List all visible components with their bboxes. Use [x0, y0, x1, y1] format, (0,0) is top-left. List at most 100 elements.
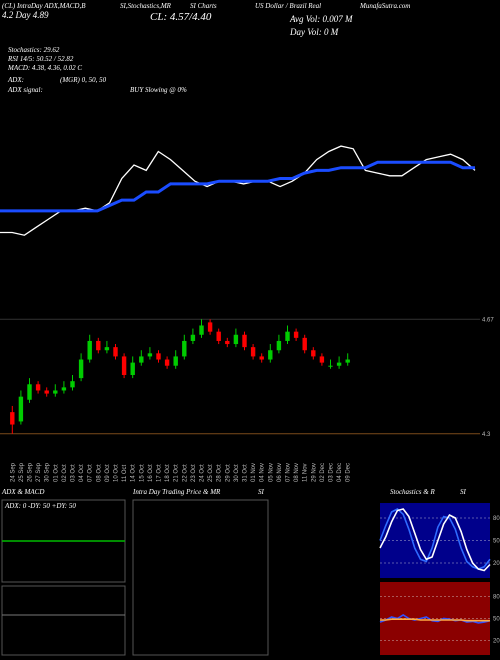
- y-tick-label: 80: [493, 516, 500, 522]
- candle-body: [70, 381, 75, 388]
- panel-title: SI: [258, 488, 265, 496]
- x-tick-label: 09 Dec: [346, 463, 352, 482]
- x-tick-label: 08 Nov: [294, 463, 300, 482]
- y-tick-label: 4.3: [482, 432, 491, 438]
- stat: RSI 14/5: 50.52 / 52.82: [7, 55, 74, 63]
- candle-body: [104, 347, 110, 351]
- x-tick-label: 24 Oct: [200, 464, 206, 482]
- panel-title: Intra Day Trading Price & MR: [132, 488, 221, 496]
- candle-body: [156, 353, 161, 360]
- x-tick-label: 02 Dec: [320, 463, 326, 482]
- x-tick-label: 11 Nov: [303, 463, 309, 482]
- x-tick-label: 30 Oct: [234, 464, 240, 482]
- panel-frame: [132, 499, 269, 656]
- series-line: [0, 160, 475, 213]
- candle-body: [87, 340, 92, 360]
- candle-body: [10, 412, 15, 425]
- candle-body: [233, 334, 239, 345]
- x-tick-label: 22 Oct: [182, 464, 188, 482]
- header-text: (CL) IntraDay ADX,MACD,B: [2, 2, 86, 10]
- x-tick-label: 15 Oct: [139, 464, 145, 482]
- x-tick-label: 06 Nov: [277, 463, 283, 482]
- day-range: 4.2 Day 4.89: [2, 10, 49, 20]
- candle-body: [259, 356, 264, 360]
- candle-body: [216, 331, 221, 341]
- panel-title: Stochastics & R: [390, 488, 435, 496]
- candle-body: [336, 362, 342, 366]
- candle-body: [121, 356, 127, 375]
- candle-body: [207, 322, 213, 332]
- panel-subtitle: ADX: 0 -DY: 50 +DY: 50: [4, 502, 76, 510]
- candle-body: [164, 359, 170, 366]
- candle-body: [78, 359, 84, 379]
- candle-body: [18, 396, 24, 422]
- x-tick-label: 07 Nov: [286, 463, 292, 482]
- x-tick-label: 24 Sep: [10, 462, 16, 482]
- stat: BUY Slowing @ 0%: [130, 86, 187, 94]
- x-tick-label: 27 Sep: [36, 462, 42, 482]
- x-tick-label: 03 Dec: [329, 463, 335, 482]
- header-text: MunafaSutra.com: [359, 2, 410, 10]
- candle-body: [242, 334, 247, 348]
- panel-frame: [1, 585, 126, 656]
- y-tick-label: 50: [493, 617, 500, 623]
- candle-body: [225, 340, 230, 345]
- candle-body: [139, 356, 144, 363]
- x-tick-label: 10 Oct: [114, 464, 120, 482]
- x-tick-label: 14 Oct: [131, 464, 137, 482]
- x-tick-label: 02 Oct: [62, 464, 68, 482]
- x-tick-label: 21 Oct: [174, 464, 180, 482]
- candle-body: [190, 334, 196, 341]
- x-tick-label: 01 Oct: [53, 464, 59, 482]
- y-tick-label: 80: [493, 595, 500, 601]
- stat: MACD: 4.38, 4.36, 0.02 C: [7, 64, 82, 72]
- y-tick-label: 4.67: [482, 317, 494, 323]
- x-tick-label: 26 Sep: [28, 462, 34, 482]
- candle-body: [276, 340, 282, 351]
- candle-body: [268, 350, 273, 360]
- candle-body: [285, 331, 290, 341]
- price: CL: 4.57/4.40: [150, 11, 212, 23]
- x-tick-label: 04 Dec: [337, 463, 343, 482]
- stat: ADX signal:: [7, 86, 43, 94]
- avg-vol: Avg Vol: 0.007 M: [289, 14, 353, 24]
- x-tick-label: 07 Oct: [88, 464, 94, 482]
- candle-body: [147, 353, 153, 357]
- stat: Stochastics: 29.62: [8, 46, 60, 54]
- y-tick-label: 20: [493, 638, 500, 644]
- x-tick-label: 18 Oct: [165, 464, 171, 482]
- candle-body: [199, 325, 204, 335]
- x-tick-label: 03 Oct: [71, 464, 77, 482]
- x-tick-label: 29 Oct: [225, 464, 231, 482]
- header-text: US Dollar / Brazil Real: [255, 2, 321, 10]
- candle-body: [293, 331, 299, 338]
- header-text: SI,Stochastics,MR: [120, 2, 172, 10]
- x-tick-label: 23 Oct: [191, 464, 197, 482]
- candle-body: [250, 347, 256, 357]
- candle-body: [113, 347, 118, 357]
- candle-body: [61, 387, 67, 391]
- x-tick-label: 04 Nov: [260, 463, 266, 482]
- x-tick-label: 28 Oct: [217, 464, 223, 482]
- x-tick-label: 08 Oct: [96, 464, 102, 482]
- series-line: [0, 145, 476, 236]
- candle-body: [27, 384, 32, 400]
- x-tick-label: 25 Sep: [19, 462, 25, 482]
- day-vol: Day Vol: 0 M: [289, 27, 339, 37]
- candle-body: [173, 356, 178, 366]
- candle-body: [319, 356, 325, 363]
- panel-title: SI: [460, 488, 467, 496]
- series-line: [379, 613, 491, 624]
- x-tick-label: 16 Oct: [148, 464, 154, 482]
- series-line: [379, 508, 491, 572]
- stat: ADX:: [7, 76, 24, 84]
- x-tick-label: 01 Nov: [251, 463, 257, 482]
- candle-body: [35, 384, 41, 391]
- x-tick-label: 04 Oct: [79, 464, 85, 482]
- candle-body: [182, 340, 187, 357]
- y-tick-label: 50: [493, 539, 500, 545]
- x-tick-label: 31 Oct: [243, 464, 249, 482]
- x-tick-label: 17 Oct: [157, 464, 163, 482]
- candle-body: [302, 337, 307, 351]
